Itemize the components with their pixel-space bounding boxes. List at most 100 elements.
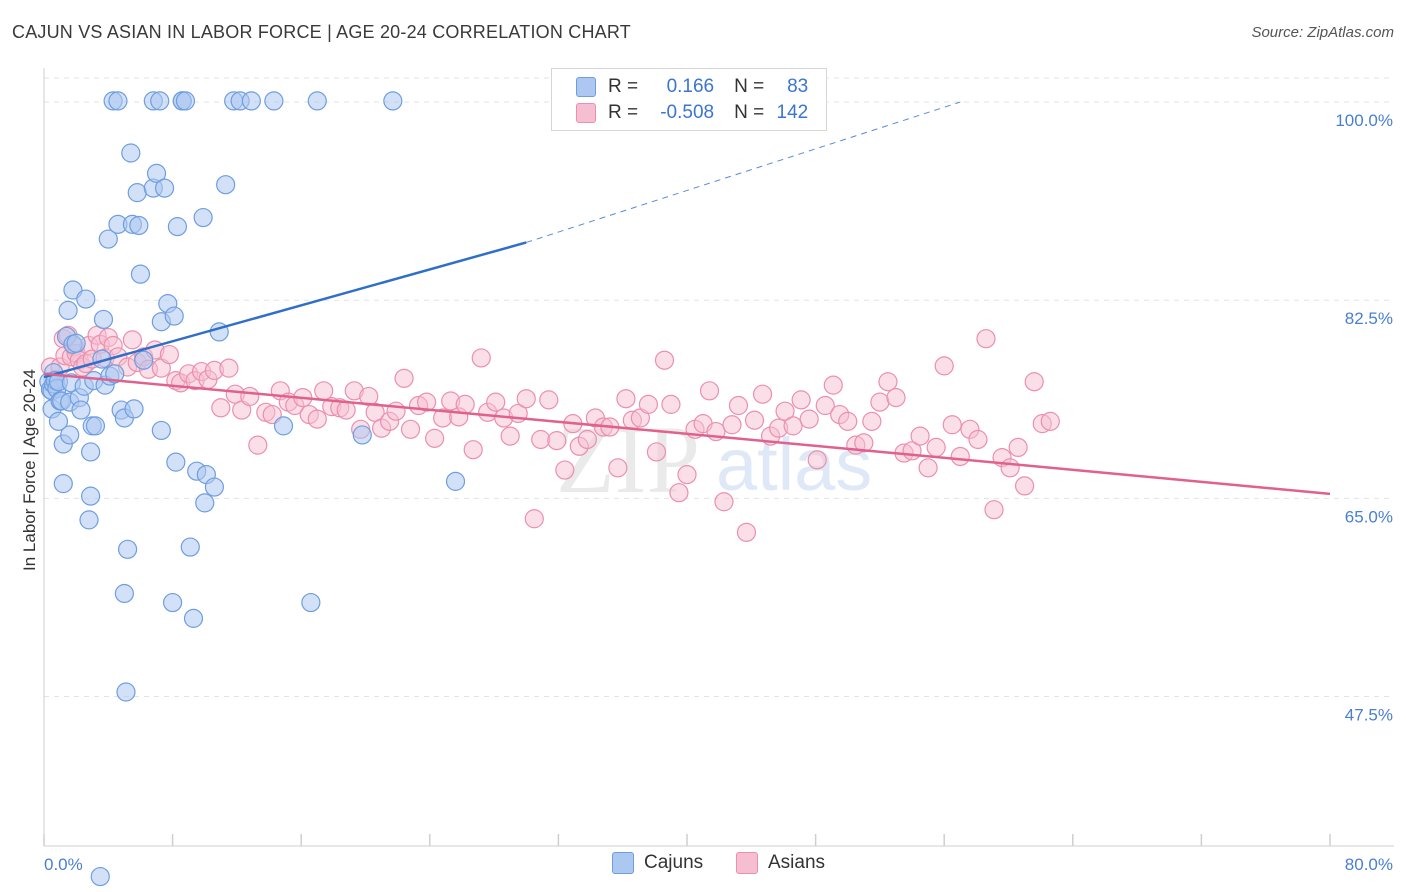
- cajun-point[interactable]: [81, 442, 101, 462]
- cajun-point[interactable]: [180, 537, 200, 557]
- cajun-point[interactable]: [76, 289, 96, 309]
- cajun-point[interactable]: [116, 682, 136, 702]
- cajun-point[interactable]: [264, 91, 284, 111]
- asian-point[interactable]: [878, 372, 898, 392]
- asian-point[interactable]: [471, 348, 491, 368]
- asian-point[interactable]: [394, 368, 414, 388]
- asian-point[interactable]: [240, 386, 260, 407]
- cajun-point[interactable]: [48, 411, 69, 431]
- asian-point[interactable]: [823, 375, 843, 395]
- asian-point[interactable]: [646, 442, 667, 462]
- asian-point[interactable]: [555, 460, 575, 480]
- cajun-point[interactable]: [81, 486, 101, 506]
- cajun-point[interactable]: [154, 178, 175, 198]
- asian-point[interactable]: [669, 483, 689, 503]
- asian-point[interactable]: [547, 431, 567, 451]
- asian-point[interactable]: [968, 429, 988, 450]
- asian-point[interactable]: [455, 394, 475, 414]
- cajun-point[interactable]: [58, 300, 78, 320]
- cajun-point[interactable]: [53, 474, 73, 494]
- cajun-point[interactable]: [163, 592, 183, 613]
- asian-point[interactable]: [699, 381, 720, 401]
- cajun-point[interactable]: [124, 399, 144, 419]
- asian-point[interactable]: [1008, 437, 1028, 458]
- asian-point[interactable]: [950, 446, 970, 467]
- asian-point[interactable]: [486, 392, 506, 412]
- asian-point[interactable]: [838, 411, 858, 431]
- cajun-point[interactable]: [307, 91, 327, 111]
- cajun-point[interactable]: [383, 91, 403, 111]
- asian-point[interactable]: [616, 389, 636, 409]
- cajun-point[interactable]: [71, 400, 91, 420]
- cajun-point[interactable]: [79, 510, 99, 530]
- asian-point[interactable]: [910, 426, 930, 446]
- asian-point[interactable]: [886, 387, 906, 408]
- cajun-point[interactable]: [301, 592, 321, 613]
- cajun-point[interactable]: [121, 143, 141, 163]
- asian-point[interactable]: [416, 392, 437, 412]
- cajun-point[interactable]: [167, 217, 188, 237]
- cajun-point[interactable]: [164, 306, 184, 326]
- asian-point[interactable]: [677, 464, 697, 485]
- cajun-point[interactable]: [66, 333, 86, 353]
- asian-point[interactable]: [577, 429, 597, 450]
- asian-point[interactable]: [752, 384, 773, 404]
- asian-point[interactable]: [1014, 476, 1035, 496]
- cajun-point[interactable]: [93, 309, 114, 330]
- cajun-point[interactable]: [352, 425, 372, 445]
- asian-point[interactable]: [783, 416, 803, 436]
- asian-point[interactable]: [791, 390, 811, 410]
- asian-point[interactable]: [661, 394, 681, 414]
- asian-point[interactable]: [400, 419, 421, 439]
- asian-point[interactable]: [608, 458, 628, 478]
- asian-point[interactable]: [862, 411, 882, 431]
- cajun-point[interactable]: [130, 264, 151, 284]
- cajun-point[interactable]: [151, 420, 171, 441]
- asian-point[interactable]: [531, 429, 551, 450]
- cajun-point[interactable]: [241, 91, 261, 111]
- asian-point[interactable]: [463, 440, 483, 460]
- asian-point[interactable]: [524, 509, 544, 529]
- asian-point[interactable]: [976, 329, 996, 349]
- cajun-point[interactable]: [273, 416, 294, 436]
- legend-item-cajuns[interactable]: Cajuns: [612, 852, 703, 874]
- asian-point[interactable]: [122, 330, 143, 350]
- asian-point[interactable]: [159, 344, 179, 365]
- cajun-point[interactable]: [216, 175, 236, 195]
- asian-point[interactable]: [854, 433, 874, 453]
- asian-point[interactable]: [307, 409, 327, 429]
- asian-point[interactable]: [942, 415, 962, 435]
- asian-point[interactable]: [654, 350, 675, 370]
- cajun-point[interactable]: [166, 452, 186, 472]
- asian-point[interactable]: [248, 435, 268, 455]
- legend-item-asians[interactable]: Asians: [736, 852, 825, 874]
- cajun-point[interactable]: [175, 91, 196, 111]
- asian-point[interactable]: [775, 401, 795, 421]
- cajun-point[interactable]: [60, 425, 80, 445]
- cajun-point[interactable]: [445, 471, 466, 491]
- asian-point[interactable]: [638, 394, 659, 414]
- cajun-point[interactable]: [150, 91, 170, 111]
- asian-point[interactable]: [744, 410, 765, 430]
- asian-point[interactable]: [926, 437, 946, 458]
- cajun-point[interactable]: [114, 583, 134, 604]
- asian-point[interactable]: [539, 390, 559, 410]
- asian-point[interactable]: [516, 389, 536, 409]
- cajun-point[interactable]: [108, 91, 128, 111]
- cajun-point[interactable]: [98, 229, 118, 249]
- asian-point[interactable]: [1024, 372, 1044, 392]
- asian-point[interactable]: [425, 428, 445, 448]
- asian-point[interactable]: [984, 500, 1004, 520]
- asian-point[interactable]: [211, 398, 231, 418]
- asian-point[interactable]: [934, 356, 954, 376]
- asian-point[interactable]: [815, 395, 835, 416]
- cajun-point[interactable]: [146, 163, 167, 183]
- asian-point[interactable]: [314, 381, 334, 401]
- asian-point[interactable]: [500, 426, 520, 446]
- cajun-point[interactable]: [117, 539, 138, 559]
- cajun-point[interactable]: [85, 416, 106, 436]
- cajun-point[interactable]: [127, 183, 147, 203]
- cajun-point[interactable]: [134, 350, 154, 370]
- asian-point[interactable]: [870, 392, 890, 412]
- asian-point[interactable]: [219, 358, 239, 378]
